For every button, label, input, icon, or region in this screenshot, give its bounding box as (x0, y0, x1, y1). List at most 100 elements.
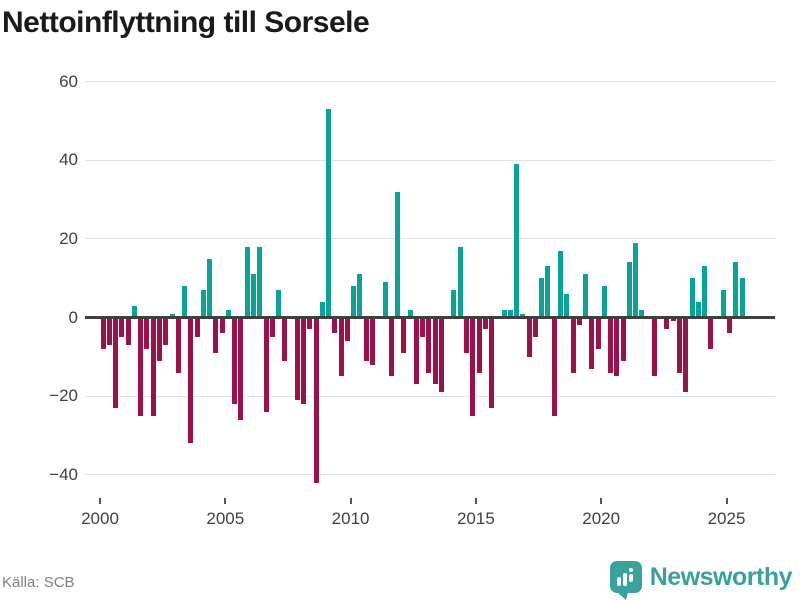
gridline (85, 395, 775, 397)
bar (232, 317, 238, 404)
bar (188, 317, 194, 444)
bar (388, 317, 394, 377)
bar (482, 317, 488, 330)
bar (338, 317, 344, 377)
x-axis-tick-label: 2000 (81, 509, 119, 528)
bar (125, 317, 131, 345)
bar (639, 309, 645, 318)
y-axis-tick-label: 60 (59, 71, 78, 91)
bar (464, 317, 469, 353)
bar (207, 258, 213, 318)
x-axis-tick (725, 498, 728, 504)
bar (695, 301, 701, 318)
bar (332, 317, 338, 334)
bar (501, 309, 507, 318)
zero-axis-line (85, 315, 775, 319)
bar (633, 242, 639, 318)
bar (401, 317, 407, 353)
bar (595, 317, 601, 349)
bar (689, 278, 695, 318)
bar (733, 262, 739, 318)
bar (438, 317, 444, 393)
x-axis-tick (600, 498, 603, 504)
bar (426, 317, 432, 373)
bar (670, 317, 676, 322)
bar (163, 317, 169, 345)
bar (351, 286, 357, 318)
bar (301, 317, 307, 404)
bar (157, 317, 163, 361)
bar (382, 282, 388, 318)
bar (282, 317, 288, 361)
bar (677, 317, 682, 373)
x-axis-tick-label: 2020 (582, 509, 621, 528)
bar (583, 274, 589, 318)
y-axis-tick-label: 40 (59, 150, 78, 170)
bar (620, 317, 626, 361)
bar (702, 266, 708, 318)
y-axis-tick-label: −20 (49, 386, 78, 406)
x-axis-tick (349, 498, 352, 504)
gridline (85, 159, 775, 161)
x-axis-tick-label: 2005 (206, 509, 245, 528)
bar (551, 317, 557, 416)
x-axis-tick (99, 498, 101, 504)
x-axis-tick-label: 2015 (456, 509, 495, 528)
bar (269, 317, 275, 338)
bar (200, 289, 206, 318)
bar (119, 317, 125, 338)
bar (432, 317, 438, 385)
newsworthy-logo: Newsworthy (609, 561, 793, 600)
bar (539, 278, 545, 318)
bar (370, 317, 376, 365)
bar (407, 309, 413, 318)
bar (138, 317, 144, 416)
bar (263, 317, 269, 412)
bar (131, 305, 137, 318)
bar (319, 301, 325, 318)
bar (470, 317, 476, 416)
bar (344, 317, 350, 342)
bar (514, 164, 520, 318)
bar (100, 317, 106, 349)
gridline (85, 238, 775, 240)
y-axis-tick-label: −40 (49, 464, 78, 484)
bar (451, 289, 457, 318)
bar (476, 317, 482, 373)
bar (175, 317, 181, 373)
bar (708, 317, 714, 349)
y-axis-tick-label: 0 (68, 307, 78, 327)
bar (507, 309, 513, 318)
y-axis-tick-label: 20 (59, 228, 78, 248)
chart-title: Nettoinflyttning till Sorsele (2, 6, 370, 39)
bar (225, 309, 231, 318)
source-label: Källa: SCB (2, 574, 75, 591)
bar (150, 317, 156, 416)
bar (626, 262, 632, 318)
bar (413, 317, 419, 385)
bar (307, 317, 313, 330)
gridline (85, 81, 775, 83)
x-axis-tick-label: 2025 (707, 509, 746, 528)
bar (664, 317, 670, 330)
bar (182, 286, 188, 318)
bar (608, 317, 614, 373)
bar (526, 317, 532, 357)
bar (257, 246, 263, 318)
gridline (85, 474, 775, 476)
bar (213, 317, 219, 353)
bar (614, 317, 620, 377)
x-axis-tick-label: 2010 (331, 509, 370, 528)
bar-chart-icon (616, 568, 633, 586)
bar (651, 317, 657, 377)
bar (238, 317, 244, 420)
bar (570, 317, 576, 373)
bar (313, 317, 319, 483)
bar (545, 266, 551, 318)
bar (720, 289, 726, 318)
bar (363, 317, 369, 361)
bar (395, 191, 401, 318)
bar (276, 289, 282, 318)
bar (532, 317, 538, 338)
